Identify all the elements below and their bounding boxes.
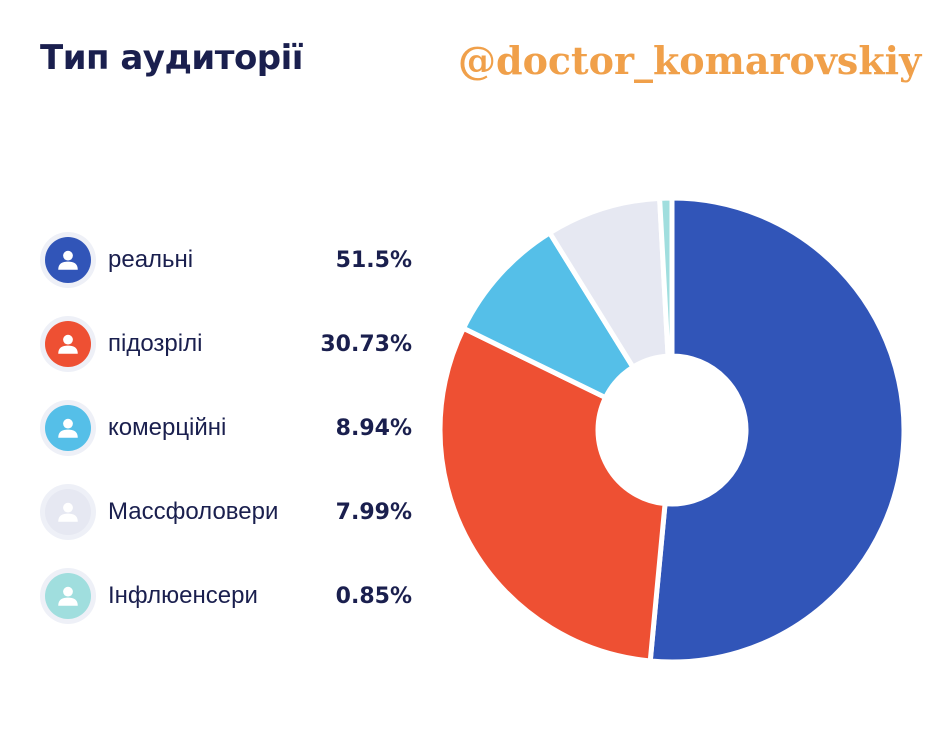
user-icon bbox=[45, 489, 91, 535]
legend-icon-ring bbox=[40, 400, 96, 456]
watermark-handle: @doctor_komarovskiy bbox=[458, 38, 922, 83]
legend-label: Массфоловери bbox=[108, 498, 279, 525]
legend-icon-ring bbox=[40, 568, 96, 624]
legend-label: Інфлюенсери bbox=[108, 582, 258, 609]
user-icon bbox=[45, 405, 91, 451]
legend-item: Інфлюенсери 0.85% bbox=[40, 554, 420, 638]
legend-value: 51.5% bbox=[335, 247, 412, 273]
user-icon bbox=[45, 573, 91, 619]
legend-label: реальні bbox=[108, 246, 194, 273]
legend-icon-ring bbox=[40, 484, 96, 540]
chart-legend: реальні 51.5% підозрілі 30.73% комерційн… bbox=[40, 218, 420, 638]
user-icon bbox=[45, 237, 91, 283]
user-icon bbox=[45, 321, 91, 367]
legend-value: 7.99% bbox=[335, 499, 412, 525]
legend-item: реальні 51.5% bbox=[40, 218, 420, 302]
legend-icon-ring bbox=[40, 232, 96, 288]
legend-item: Массфоловери 7.99% bbox=[40, 470, 420, 554]
legend-label: комерційні bbox=[108, 414, 227, 441]
legend-icon-ring bbox=[40, 316, 96, 372]
legend-item: підозрілі 30.73% bbox=[40, 302, 420, 386]
legend-label: підозрілі bbox=[108, 330, 203, 357]
legend-item: комерційні 8.94% bbox=[40, 386, 420, 470]
legend-value: 8.94% bbox=[335, 415, 412, 441]
donut-chart bbox=[437, 195, 907, 665]
legend-value: 30.73% bbox=[320, 331, 412, 357]
donut-hole bbox=[598, 356, 746, 504]
page-title: Тип аудиторії bbox=[40, 38, 303, 78]
legend-value: 0.85% bbox=[335, 583, 412, 609]
